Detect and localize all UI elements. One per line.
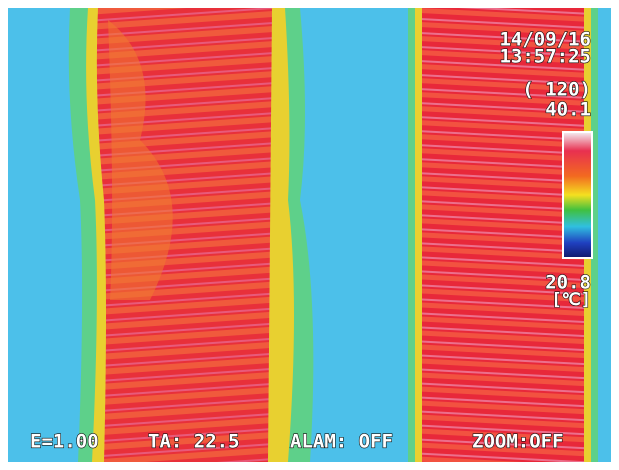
left-tube-warm-zone [108,20,173,300]
color-scale [562,131,593,259]
frame-count: ( 120) [522,79,591,101]
alarm: ALAM: OFF [290,431,393,453]
emissivity: E=1.00 [30,431,99,453]
scale-min: 20.8 [545,272,591,294]
scale-max: 40.1 [545,99,591,121]
date: 14/09/16 [499,29,591,51]
time: 13:57:25 [499,46,591,68]
right-tube [422,8,584,462]
ambient-temp: TA: 22.5 [148,431,240,453]
unit: [℃] [551,290,591,310]
zoom: ZOOM:OFF [472,431,564,453]
